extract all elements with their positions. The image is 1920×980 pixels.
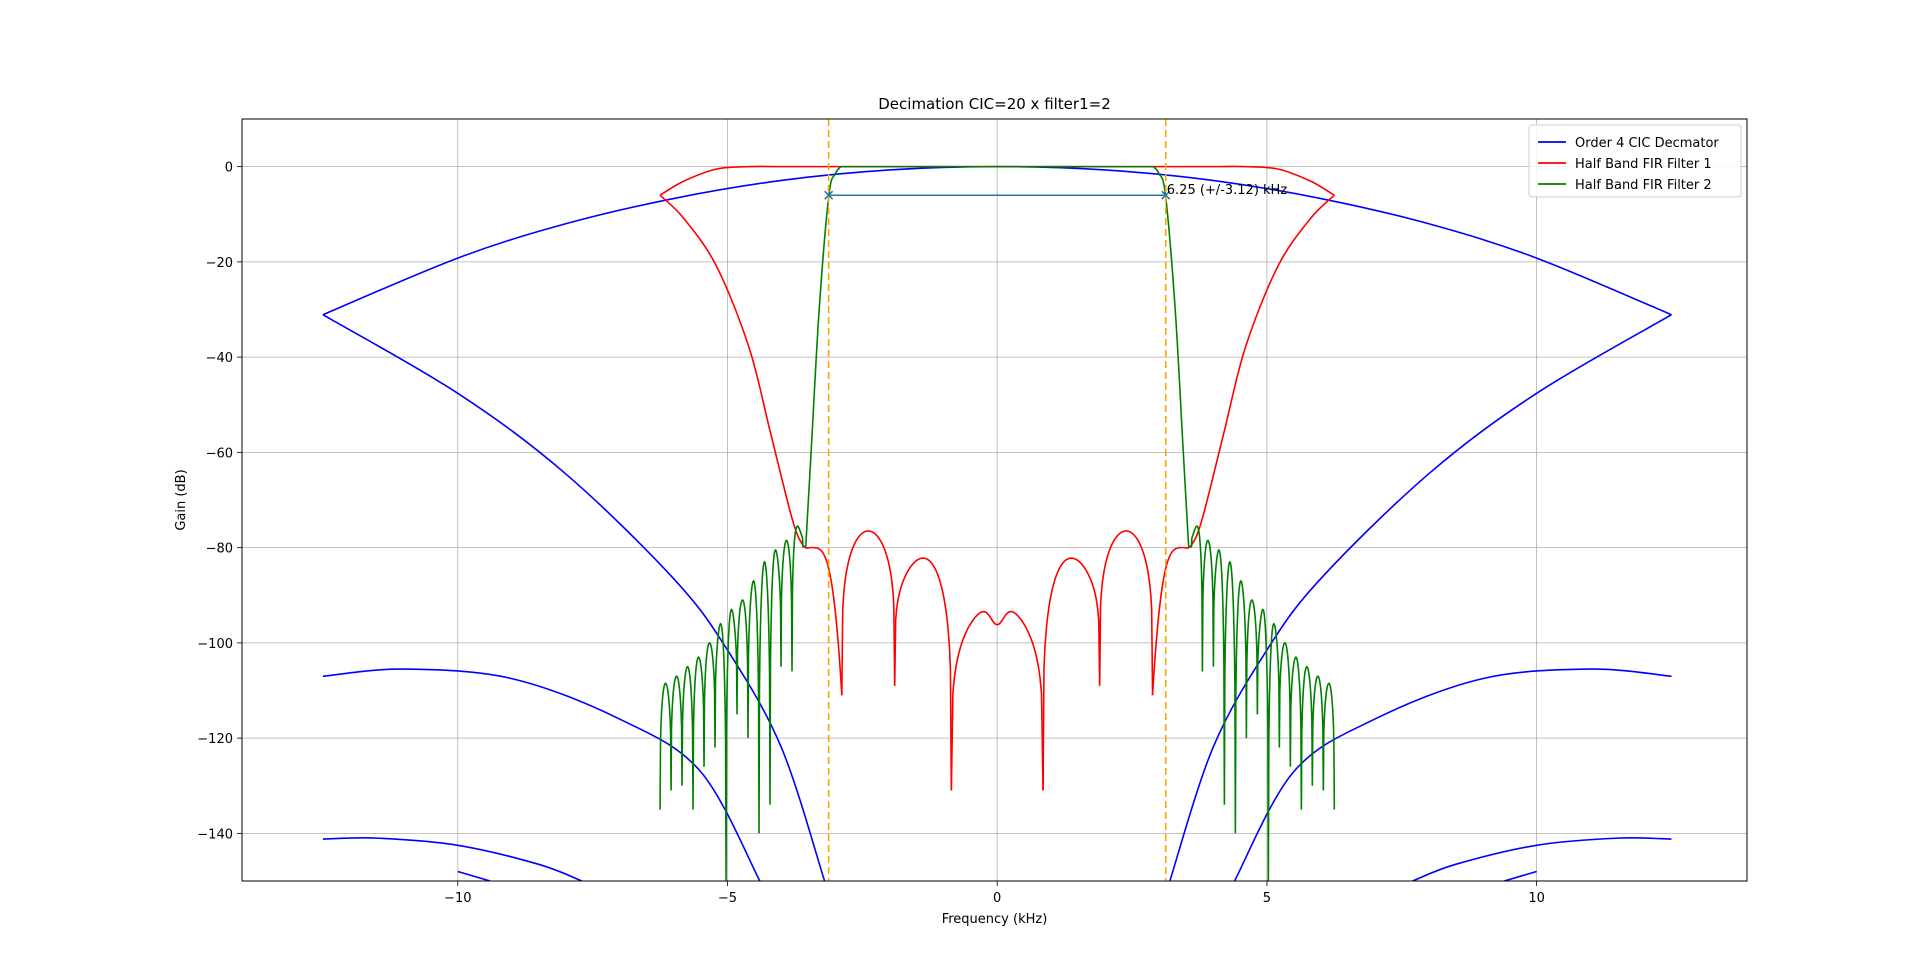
x-tick-label: 10 [1528,891,1545,906]
y-axis-ticks: 0 −20 −40 −60 −80 −100 −120 −140 [197,161,242,842]
cic-curve-branch [322,837,583,881]
bandwidth-marker [824,190,834,200]
cic-curve-branch [1504,870,1537,881]
fir1-stopband-lobe [1098,530,1154,696]
cic-curve-branch [322,668,761,881]
fir1-stopband-lobe [811,546,843,696]
y-tick-label: −80 [206,542,233,557]
y-tick-label: −120 [197,732,233,747]
cic-curve-branch [322,314,826,881]
y-tick-label: −140 [197,827,233,842]
cic-curve-branch [1412,837,1672,881]
fir2-transition [1152,166,1190,548]
y-tick-label: −20 [206,256,233,271]
reference-lines [827,119,1167,881]
fir1-stopband-lobe [841,530,896,696]
legend-entry: Order 4 CIC Decmator [1575,136,1719,151]
y-axis-label: Gain (dB) [174,469,189,530]
fir2-transition [804,166,842,548]
x-tick-label: −10 [444,891,471,906]
chart-title: Decimation CIC=20 x filter1=2 [878,95,1111,113]
y-tick-label: 0 [225,161,233,176]
fir1-stopband-lobe [950,610,1044,791]
x-axis-ticks: −10 −5 0 5 10 [444,881,1545,906]
cic-curve-branch [1169,314,1672,881]
plot-frame [241,118,1748,882]
y-tick-label: −60 [206,446,233,461]
cic-curve-branch [457,870,491,881]
x-tick-label: −5 [718,891,737,906]
legend-box [1528,124,1742,198]
fir2-stopband [659,525,804,881]
x-tick-label: 0 [993,891,1001,906]
bandwidth-marker [1161,190,1171,200]
fir1-transition [659,194,812,549]
fir1-passband [1164,165,1335,196]
bandwidth-annotation-label: 6.25 (+/-3.12) kHz [1167,183,1288,198]
fir1-stopband-lobe [1042,557,1101,791]
legend-entry: Half Band FIR Filter 2 [1575,178,1712,193]
fir2-stopband [1190,525,1336,881]
plot-series [322,165,1672,881]
grid-lines [242,119,1747,881]
x-tick-label: 5 [1263,891,1271,906]
fir1-stopband-lobe [1151,546,1184,696]
legend-entry: Half Band FIR Filter 1 [1575,157,1712,172]
fir1-stopband-lobe [893,557,953,791]
y-tick-label: −100 [197,637,233,652]
x-axis-label: Frequency (kHz) [942,912,1048,927]
fir1-transition [1183,194,1335,549]
cic-curve-branch [1233,668,1672,881]
bandwidth-annotation: 6.25 (+/-3.12) kHz [824,183,1288,200]
fir1-passband [659,165,830,196]
y-tick-label: −40 [206,351,233,366]
legend: Order 4 CIC Decmator Half Band FIR Filter… [1528,124,1742,198]
